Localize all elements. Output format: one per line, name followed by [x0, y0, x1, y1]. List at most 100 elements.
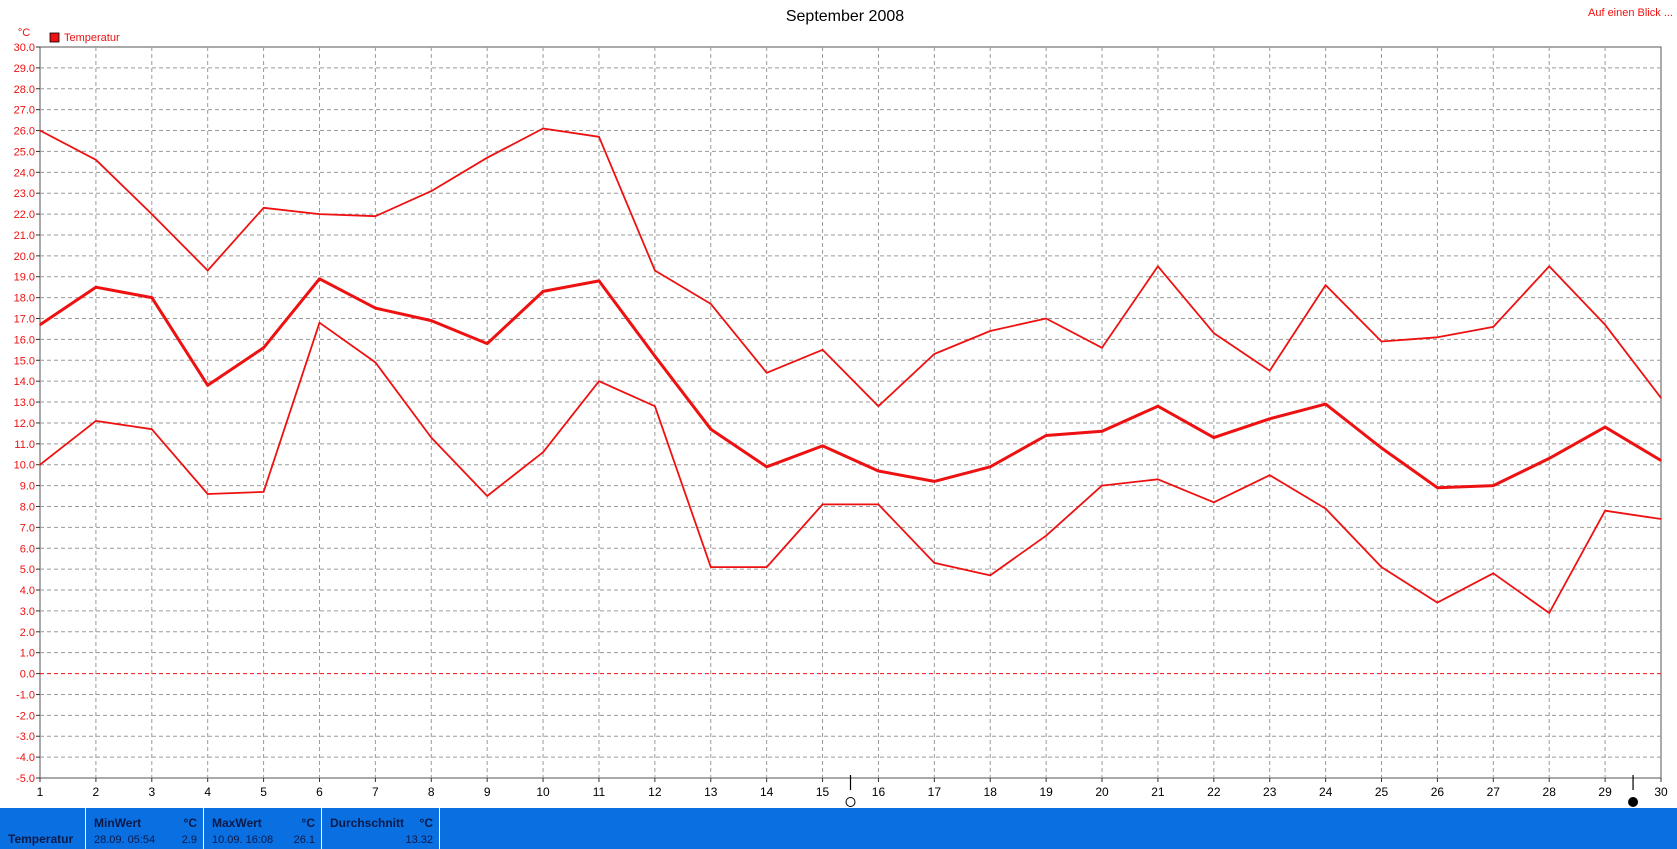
- data-point-max: [1213, 332, 1215, 334]
- x-tick-label: 24: [1319, 785, 1333, 799]
- x-tick-label: 16: [872, 785, 886, 799]
- y-tick-label: 5.0: [20, 564, 35, 576]
- data-point-min: [821, 503, 824, 506]
- data-point-min: [95, 420, 97, 422]
- data-point-min: [39, 463, 41, 466]
- x-tick-label: 30: [1654, 785, 1668, 799]
- y-tick-label: 9.0: [20, 481, 35, 493]
- data-point-max: [1492, 326, 1495, 328]
- data-point-mean: [374, 307, 377, 309]
- stat-avg-cell: Durchschnitt °C 13.32: [322, 808, 440, 849]
- data-point-min: [1604, 509, 1606, 512]
- data-point-min: [765, 566, 768, 568]
- full-moon-icon: [845, 797, 856, 807]
- y-tick-label: 28.0: [14, 84, 35, 96]
- data-point-max: [654, 269, 656, 272]
- x-tick-label: 26: [1431, 785, 1445, 799]
- y-tick-label: 27.0: [14, 105, 35, 117]
- y-unit-label: °C: [18, 27, 30, 39]
- y-tick-label: 29.0: [14, 63, 35, 75]
- data-point-min: [1548, 612, 1551, 614]
- data-point-max: [765, 372, 768, 374]
- data-point-mean: [206, 384, 209, 387]
- x-tick-label: 9: [484, 785, 491, 799]
- x-tick-label: 28: [1543, 785, 1557, 799]
- data-point-min: [933, 562, 936, 564]
- series-line-max: [39, 127, 1662, 408]
- x-tick-label: 6: [316, 785, 323, 799]
- y-tick-label: 24.0: [14, 167, 35, 179]
- y-tick-label: 23.0: [14, 188, 35, 200]
- data-point-mean: [989, 466, 992, 468]
- x-tick-label: 14: [760, 785, 774, 799]
- x-tick-label: 7: [372, 785, 379, 799]
- x-tick-label: 13: [704, 785, 718, 799]
- x-tick-label: 1: [37, 785, 44, 799]
- data-point-min: [989, 574, 992, 577]
- stat-max-unit: °C: [301, 816, 315, 830]
- data-point-mean: [1213, 436, 1215, 439]
- data-point-min: [1157, 478, 1159, 481]
- x-tick-label: 5: [260, 785, 267, 799]
- stat-series-name: Temperatur: [0, 808, 86, 849]
- data-point-max: [318, 213, 321, 215]
- x-tick-label: 22: [1207, 785, 1221, 799]
- x-tick-label: 15: [816, 785, 830, 799]
- stat-max-cell: MaxWert °C 10.09. 16:08 26.1: [204, 808, 322, 849]
- x-tick-label: 25: [1375, 785, 1389, 799]
- x-tick-label: 27: [1487, 785, 1501, 799]
- data-point-min: [1213, 501, 1215, 504]
- data-point-max: [486, 156, 488, 159]
- y-tick-label: 18.0: [14, 293, 35, 305]
- data-point-max: [39, 129, 41, 132]
- data-point-min: [1101, 484, 1103, 487]
- data-point-mean: [1268, 417, 1271, 420]
- plot-frame: [39, 46, 1662, 779]
- y-tick-label: 20.0: [14, 251, 35, 263]
- data-point-mean: [1380, 447, 1383, 449]
- data-point-min: [1660, 518, 1662, 520]
- y-tick-label: 17.0: [14, 314, 35, 326]
- y-tick-label: 19.0: [14, 272, 35, 284]
- statistics-bar: Temperatur MinWert °C 28.09. 05:54 2.9 M…: [0, 808, 1677, 849]
- data-point-min: [1492, 572, 1495, 575]
- data-point-min: [150, 428, 153, 431]
- data-point-mean: [1604, 426, 1606, 428]
- y-tick-label: 0.0: [20, 669, 35, 681]
- data-point-max: [1660, 397, 1662, 399]
- data-point-mean: [150, 296, 153, 299]
- overview-link[interactable]: Auf einen Blick ...: [1588, 7, 1673, 19]
- stat-min-label: MinWert: [94, 816, 142, 830]
- data-point-max: [1380, 340, 1383, 343]
- y-tick-label: 21.0: [14, 230, 35, 242]
- legend-label: Temperatur: [64, 32, 120, 44]
- series-line-mean: [39, 277, 1662, 490]
- data-point-max: [1268, 369, 1271, 372]
- data-point-min: [486, 495, 488, 497]
- y-tick-label: 8.0: [20, 501, 35, 513]
- y-tick-label: 3.0: [20, 606, 35, 618]
- chart-title: September 2008: [786, 8, 904, 25]
- data-point-max: [877, 405, 880, 408]
- y-tick-label: 2.0: [20, 627, 35, 639]
- data-point-min: [1324, 507, 1327, 510]
- data-point-min: [1045, 534, 1047, 537]
- data-point-max: [150, 213, 153, 215]
- y-tick-label: 1.0: [20, 648, 35, 660]
- data-point-max: [542, 127, 544, 130]
- data-point-max: [1324, 284, 1327, 286]
- data-point-mean: [318, 278, 321, 280]
- y-tick-label: 22.0: [14, 209, 35, 221]
- y-tick-label: 14.0: [14, 376, 35, 388]
- data-point-max: [933, 353, 936, 355]
- data-point-min: [1268, 474, 1271, 476]
- y-tick-label: 10.0: [14, 460, 35, 472]
- data-point-mean: [542, 290, 544, 293]
- x-tick-label: 12: [648, 785, 662, 799]
- data-point-min: [598, 380, 600, 382]
- data-point-max: [821, 349, 824, 351]
- data-point-max: [1604, 323, 1606, 326]
- stat-min-unit: °C: [183, 816, 197, 830]
- stat-max-value: 26.1: [293, 834, 315, 846]
- new-moon-icon: [1628, 797, 1639, 807]
